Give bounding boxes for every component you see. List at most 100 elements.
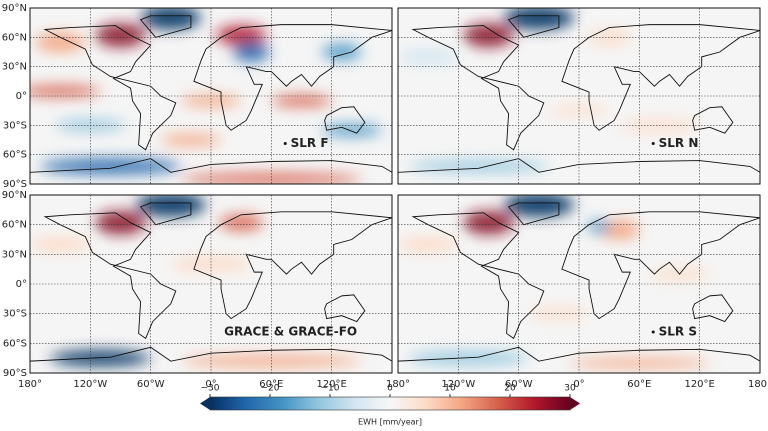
anomaly (321, 124, 382, 137)
anomaly (160, 134, 222, 146)
anomaly (408, 160, 549, 173)
anomaly (321, 44, 362, 60)
anomaly (503, 195, 574, 217)
panel-frame (397, 7, 761, 185)
map-panel (398, 195, 760, 373)
lat-label: 60°N (2, 220, 27, 231)
coastline (692, 294, 734, 323)
coastline (561, 24, 760, 131)
anomaly (95, 23, 146, 48)
anomaly (180, 173, 362, 184)
map-panel (30, 8, 392, 184)
anomaly (30, 85, 101, 97)
lon-label: 0° (573, 379, 584, 390)
coastline (139, 15, 192, 38)
anomaly (140, 8, 201, 30)
coastline (193, 24, 392, 131)
field (398, 195, 710, 369)
coastline (507, 202, 560, 226)
lon-label: 120°W (73, 379, 107, 390)
lat-label: 90°N (2, 3, 27, 14)
label-marker (651, 330, 655, 334)
anomaly (219, 214, 264, 231)
field (30, 8, 382, 184)
lat-label: 30°N (2, 62, 27, 73)
panel-frame (397, 194, 761, 374)
label-marker (283, 142, 287, 146)
lat-label: 90°S (3, 179, 27, 190)
coastline (43, 25, 177, 151)
anomaly (503, 8, 574, 30)
anomaly (408, 351, 529, 366)
panel-label: GRACE & GRACE-FO (224, 325, 357, 339)
panel-frame (29, 194, 393, 374)
coastline (43, 212, 177, 340)
lon-label: 180° (748, 379, 768, 390)
lat-label: 0° (16, 91, 27, 102)
lat-label: 30°S (3, 309, 27, 320)
anomaly (463, 23, 514, 48)
coastline (507, 15, 560, 38)
anomaly (463, 210, 514, 235)
coastline (30, 346, 392, 362)
coastline (692, 106, 734, 134)
lon-label: 60°W (137, 379, 165, 390)
lon-label: 0° (205, 379, 216, 390)
anomaly (180, 95, 242, 107)
panel-label: SLR N (659, 136, 699, 150)
lon-label: 60°W (505, 379, 533, 390)
lat-label: 60°S (3, 150, 27, 161)
anomaly (35, 32, 86, 52)
colorbar-tick-label: 0 (387, 384, 393, 394)
lat-label: 0° (16, 279, 27, 290)
map-panel (30, 195, 392, 373)
colorbar-tick-label: 20 (504, 384, 516, 394)
colorbar-extend (200, 397, 210, 410)
anomaly (587, 220, 612, 233)
coastline (324, 294, 366, 323)
coastline (398, 346, 760, 362)
coastline (139, 202, 192, 226)
colorbar-tick-label: −10 (321, 384, 340, 394)
lat-label: 90°N (2, 190, 27, 201)
lon-label: 120°E (316, 379, 346, 390)
anomaly (233, 42, 270, 62)
lat-label: 30°S (3, 120, 27, 131)
anomaly (40, 158, 181, 175)
lon-label: 120°E (684, 379, 714, 390)
lon-label: 180° (18, 379, 42, 390)
anomaly (398, 49, 459, 65)
coastline (324, 106, 366, 134)
map-panel (398, 8, 760, 184)
lon-label: 60°E (627, 379, 651, 390)
lat-label: 60°N (2, 32, 27, 43)
colorbar-label: EWH [mm/year] (358, 418, 422, 427)
colorbar-tick-label: 30 (564, 384, 576, 394)
colorbar (210, 397, 570, 410)
lon-label: 180° (386, 379, 410, 390)
anomaly (50, 350, 151, 367)
panel-label: SLR F (291, 136, 329, 150)
coastline (411, 25, 545, 151)
coastline (561, 211, 760, 320)
colorbar-tick-label: −30 (201, 384, 220, 394)
anomaly (135, 195, 206, 217)
coastline (193, 211, 392, 320)
anomaly (95, 210, 146, 235)
lon-label: 60°E (259, 379, 283, 390)
anomaly (271, 95, 332, 107)
panel-label: SLR S (659, 325, 697, 339)
coastline (411, 212, 545, 340)
lat-label: 60°S (3, 338, 27, 349)
lat-label: 90°S (3, 368, 27, 379)
anomaly (528, 307, 590, 320)
anomaly (398, 236, 459, 253)
lat-label: 30°N (2, 249, 27, 260)
anomaly (30, 236, 91, 253)
lon-label: 120°W (441, 379, 475, 390)
colorbar-tick-label: 10 (444, 384, 456, 394)
panel-frame (29, 7, 393, 185)
colorbar-extend (570, 397, 580, 410)
colorbar-tick-label: −20 (261, 384, 280, 394)
